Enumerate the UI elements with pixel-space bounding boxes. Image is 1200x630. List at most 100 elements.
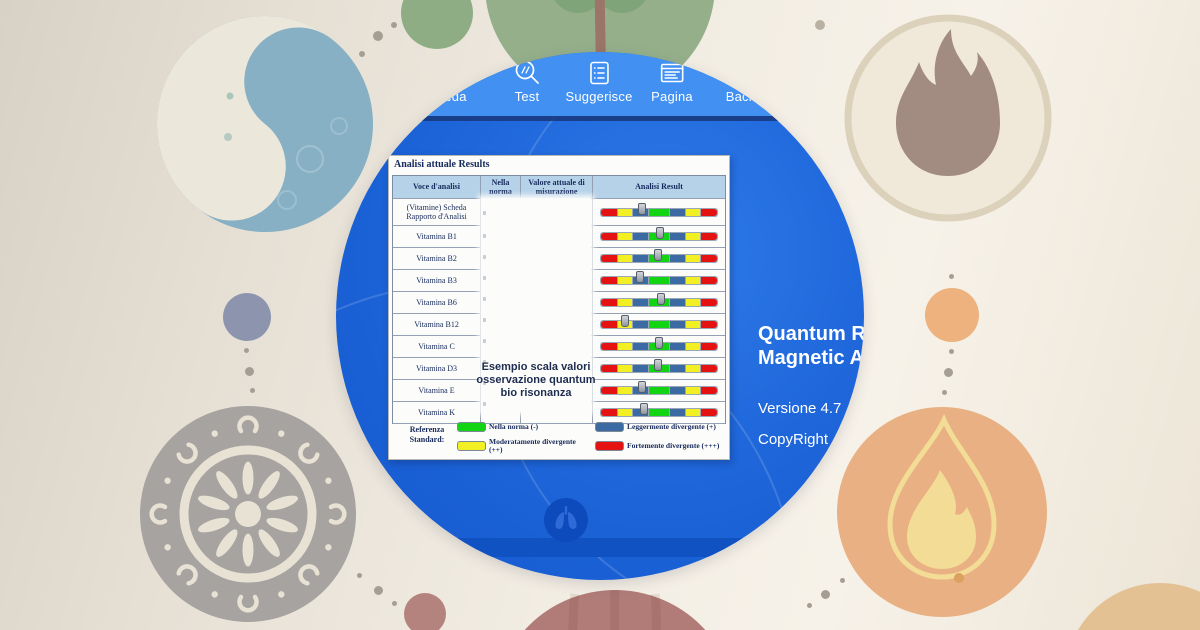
column-header: Analisi Result <box>635 182 683 192</box>
analysis-item-name: Vitamina B1 <box>393 226 481 247</box>
blurred-text-mark <box>483 318 486 322</box>
bar-segment <box>700 365 718 372</box>
bar-segment <box>601 409 618 416</box>
flame-symbol-orange <box>837 407 1047 617</box>
bar-segment <box>669 343 686 350</box>
bar-segment <box>669 387 686 394</box>
analysis-item-name: Vitamina B3 <box>393 270 481 291</box>
analysis-result-cell <box>593 270 725 291</box>
measured-value-cell <box>521 248 593 269</box>
analysis-result-cell <box>593 402 725 423</box>
bar-segment <box>633 343 649 350</box>
bar-segment <box>700 255 718 262</box>
bar-segment <box>633 321 649 328</box>
result-marker <box>620 315 629 327</box>
result-marker <box>639 403 648 415</box>
bar-segment <box>618 277 633 284</box>
blurred-text-mark <box>483 381 486 385</box>
bar-segment <box>669 365 686 372</box>
toolbar-item-pagina[interactable]: Pagina <box>651 58 693 104</box>
column-header: Valore attuale di misurazione <box>521 176 593 198</box>
bar-segment <box>700 233 718 240</box>
toolbar: Scheda Test Suggerisce Pagina Backup <box>336 52 864 116</box>
red-decor-circle <box>524 590 706 630</box>
overlay-note: Esempio scala valori osservazione quantu… <box>476 361 596 399</box>
magnifier-icon <box>512 58 542 88</box>
bar-segment <box>618 255 633 262</box>
legend-item-label: Fortemente divergente (+++) <box>627 440 720 450</box>
decor-dot <box>821 590 830 599</box>
bar-segment <box>618 387 633 394</box>
decor-dot <box>807 603 812 608</box>
analysis-item-name: Vitamina B6 <box>393 292 481 313</box>
page-icon <box>657 58 687 88</box>
bar-segment <box>601 343 618 350</box>
bar-segment <box>669 208 686 216</box>
bar-segment <box>649 321 669 328</box>
decor-dot <box>815 20 825 30</box>
bar-segment <box>669 255 686 262</box>
app-copyright: CopyRight <box>758 431 829 448</box>
toolbar-item-scheda[interactable]: Scheda <box>421 58 466 104</box>
bar-segment <box>649 409 669 416</box>
toolbar-item-label: Suggerisce <box>565 89 633 104</box>
list-icon <box>584 58 614 88</box>
results-panel: Analisi attuale Results Voce d'analisi Ne… <box>388 155 730 460</box>
app-version: Versione 4.7 <box>758 400 842 417</box>
bar-segment <box>686 255 700 262</box>
lungs-icon <box>555 506 577 529</box>
divergence-bar <box>600 227 718 241</box>
column-header: Nella norma <box>481 176 521 198</box>
bar-segment <box>633 299 649 306</box>
bar-segment <box>633 365 649 372</box>
bar-segment <box>686 208 700 216</box>
bar-segment <box>601 208 618 216</box>
result-marker <box>638 202 647 215</box>
decor-dot <box>949 274 954 279</box>
legend-item-label: Nella norma (-) <box>489 421 539 431</box>
legend-swatch <box>457 421 486 432</box>
legend-label: Referenza Standard: <box>409 425 445 444</box>
toolbar-item-backup[interactable]: Backup <box>726 58 771 104</box>
divergence-bar <box>600 249 718 263</box>
norm-range-cell <box>481 402 521 423</box>
divergence-bar <box>600 293 718 307</box>
analysis-item-name: Vitamina B12 <box>393 314 481 335</box>
blurred-text-mark <box>483 297 486 301</box>
divergence-bar <box>600 403 718 417</box>
bar-segment <box>669 277 686 284</box>
blurred-text-mark <box>483 276 486 280</box>
bar-segment <box>618 365 633 372</box>
result-marker <box>657 293 666 305</box>
measured-value-cell <box>521 314 593 335</box>
bar-segment <box>669 409 686 416</box>
bar-segment <box>686 233 700 240</box>
bar-segment <box>618 233 633 240</box>
branding: Quantum R Magnetic A Versione 4.7 CopyRi… <box>758 322 864 449</box>
slate-decor-circle <box>223 293 271 341</box>
divergence-bar <box>600 202 718 217</box>
measured-value-cell <box>521 292 593 313</box>
bottom-band <box>336 538 864 557</box>
bar-segment <box>618 208 633 216</box>
bar-segment <box>686 343 700 350</box>
bar-segment <box>649 208 669 216</box>
bar-segment <box>633 255 649 262</box>
green-decor-circle <box>401 0 473 49</box>
result-marker <box>653 249 662 261</box>
result-marker <box>655 337 663 349</box>
toolbar-item-suggerisce[interactable]: Suggerisce <box>565 58 632 104</box>
measured-value-cell <box>521 358 593 379</box>
toolbar-item-test[interactable]: Test <box>512 58 542 104</box>
measured-value-cell <box>521 336 593 357</box>
bar-segment <box>700 409 718 416</box>
measured-value-cell <box>521 402 593 423</box>
bar-segment <box>686 365 700 372</box>
legend-swatch <box>457 440 486 451</box>
decor-dot <box>244 348 249 353</box>
bar-segment <box>601 365 618 372</box>
analysis-item-name: Vitamina D3 <box>393 358 481 379</box>
analysis-item-name: (Vitamine) Scheda Rapporto d'Analisi <box>393 199 481 225</box>
decor-dot <box>392 601 397 606</box>
